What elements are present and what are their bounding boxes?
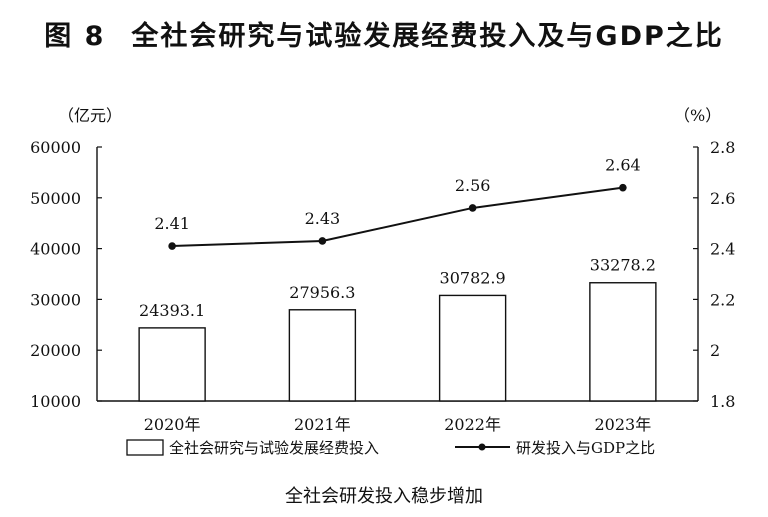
bar-value-label: 27956.3	[289, 283, 355, 302]
line-series: 2.41 2.43 2.56 2.64	[154, 156, 641, 250]
ratio-point	[318, 237, 327, 245]
left-axis-unit: （亿元）	[58, 106, 122, 125]
left-tick-label: 50000	[30, 189, 81, 208]
ratio-line	[172, 186, 624, 248]
x-tick-label: 2023年	[595, 415, 652, 434]
legend-bar-swatch	[126, 439, 164, 456]
ratio-point	[168, 242, 176, 250]
legend-bar-label: 全社会研究与试验发展经费投入	[169, 439, 379, 457]
bar-value-label: 33278.2	[590, 256, 656, 275]
right-tick-label: 2.6	[710, 189, 735, 208]
right-tick-label: 2.4	[710, 240, 735, 259]
bar-series: 24393.1 27956.3 30782.9 33278.2	[138, 256, 657, 402]
left-tick-label: 60000	[30, 138, 81, 157]
tick-labels: 10000 20000 30000 40000 50000 60000 1.8 2 2.2 2.4…	[30, 138, 735, 434]
right-tick-label: 2.8	[710, 138, 735, 157]
x-tick-label: 2020年	[144, 415, 201, 434]
ratio-point	[468, 204, 477, 212]
right-axis-unit: （%）	[674, 106, 721, 125]
ratio-value-label: 2.43	[305, 209, 341, 228]
bar	[589, 282, 657, 402]
left-tick-label: 40000	[30, 240, 81, 259]
figure-title: 图 8 全社会研究与试验发展经费投入及与GDP之比	[0, 14, 768, 53]
right-tick-label: 1.8	[710, 392, 735, 411]
bar	[288, 309, 357, 402]
legend-line-marker	[478, 443, 486, 451]
x-tick-label: 2021年	[294, 415, 351, 434]
right-tick-label: 2.2	[710, 290, 735, 309]
ratio-point	[619, 183, 627, 192]
figure-caption: 全社会研发投入稳步增加	[285, 486, 483, 507]
ratio-value-label: 2.56	[455, 176, 491, 195]
figure-title-text: 全社会研究与试验发展经费投入及与GDP之比	[131, 21, 724, 52]
bar	[438, 294, 507, 402]
bar	[138, 327, 206, 402]
bar-value-label: 30782.9	[440, 268, 506, 287]
right-tick-label: 2	[710, 341, 720, 360]
x-tick-label: 2022年	[444, 415, 501, 434]
legend-line-label: 研发投入与GDP之比	[516, 439, 655, 457]
legend: 全社会研究与试验发展经费投入 研发投入与GDP之比	[126, 439, 655, 457]
left-tick-label: 30000	[30, 290, 81, 309]
figure-number: 图 8	[44, 21, 106, 52]
ratio-value-label: 2.64	[605, 156, 641, 175]
left-tick-label: 20000	[30, 341, 81, 360]
left-tick-label: 10000	[30, 392, 81, 411]
bar-value-label: 24393.1	[139, 301, 205, 320]
ratio-value-label: 2.41	[154, 214, 190, 233]
